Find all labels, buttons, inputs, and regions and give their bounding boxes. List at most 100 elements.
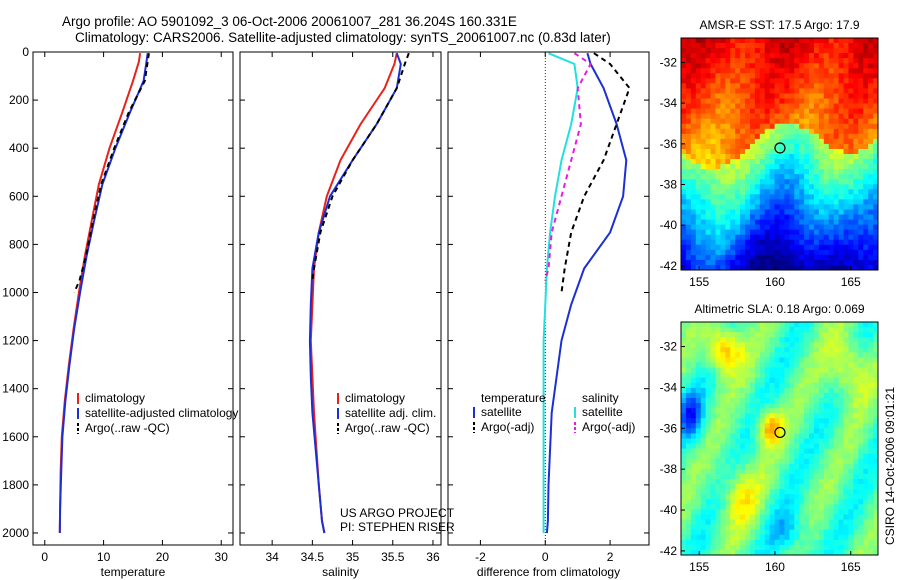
sla-map-cell: [705, 347, 711, 353]
sst-map-cell: [735, 199, 741, 205]
sla-map-cell: [799, 352, 805, 358]
sla-map-cell: [784, 544, 790, 551]
sst-map-cell: [853, 164, 859, 170]
sla-map-cell: [794, 403, 800, 409]
sst-map-cell: [779, 73, 785, 79]
difference-xtick-label: 0: [542, 550, 549, 564]
sla-map-cell: [779, 413, 785, 419]
sla-map-cell: [695, 448, 702, 455]
sla-map-cell: [794, 539, 800, 546]
sla-map-cell: [745, 514, 751, 520]
sla-map-cell: [759, 418, 766, 424]
sla-map-cell: [804, 514, 810, 520]
sla-map-cell: [838, 377, 844, 384]
sla-map-cell: [715, 539, 721, 546]
sst-map-cell: [873, 234, 879, 241]
sla-map-cell: [720, 418, 726, 424]
sla-map-cell: [804, 418, 810, 424]
sst-map-cell: [833, 204, 839, 210]
sla-map-cell: [784, 418, 790, 424]
sla-map-cell: [853, 327, 859, 333]
sst-map-cell: [838, 209, 844, 215]
salinity-legend-entry: climatology: [345, 391, 405, 405]
sla-map-cell: [809, 372, 815, 379]
sst-map-cell: [833, 179, 839, 185]
sst-map-cell: [705, 48, 711, 54]
sla-map-cell: [794, 327, 800, 333]
sla-map-cell: [685, 362, 692, 368]
sst-map-cell: [715, 38, 721, 44]
sst-map-cell: [804, 184, 810, 190]
sla-map-cell: [764, 352, 771, 358]
sst-map-cell: [759, 103, 766, 110]
sla-map-cell: [848, 322, 854, 328]
sst-map-cell: [690, 174, 697, 180]
sst-map-cell: [774, 98, 780, 104]
sst-map-cell: [853, 103, 859, 110]
sla-map-cell: [809, 382, 815, 389]
sst-map-cell: [745, 249, 751, 256]
sst-map-cell: [858, 204, 864, 210]
sla-map-cell: [873, 423, 879, 429]
sst-map-cell: [720, 179, 726, 185]
sla-map-cell: [690, 529, 697, 536]
sla-map-cell: [715, 332, 721, 338]
sst-map-cell: [789, 264, 795, 271]
sla-map-cell: [873, 494, 879, 500]
sla-map-cell: [735, 519, 741, 526]
sla-map-cell: [784, 479, 790, 485]
sla-map-cell: [730, 544, 736, 551]
sla-map-cell: [779, 352, 785, 358]
sla-map-cell: [764, 484, 771, 490]
sst-map-cell: [730, 123, 736, 130]
sst-map-cell: [764, 98, 771, 104]
sst-map-cell: [873, 68, 879, 74]
sla-map-cell: [813, 413, 820, 419]
sla-map-cell: [843, 418, 849, 424]
sla-map-cell: [764, 423, 771, 429]
sla-map-cell: [690, 397, 697, 404]
sla-map-cell: [868, 322, 874, 328]
sla-map-cell: [745, 443, 751, 450]
sst-map-cell: [730, 113, 736, 120]
sst-map-cell: [784, 58, 790, 64]
sla-map-cell: [769, 377, 775, 384]
sla-map-cell: [863, 494, 869, 500]
sst-map-cell: [705, 194, 711, 200]
sst-map-cell: [695, 108, 702, 115]
sst-map-cell: [779, 93, 785, 99]
sst-map-cell: [774, 229, 780, 236]
sst-map-cell: [828, 103, 835, 110]
sla-map-cell: [799, 524, 805, 531]
sst-map-cell: [690, 229, 697, 236]
sst-map-cell: [764, 128, 771, 135]
sst-map-cell: [769, 159, 775, 165]
sla-map-cell: [754, 347, 761, 353]
sst-map-cell: [695, 234, 702, 241]
sst-map-cell: [794, 73, 800, 79]
sla-map-cell: [710, 403, 716, 409]
sst-map-cell: [725, 244, 731, 251]
sla-map-cell: [740, 544, 746, 551]
sla-map-cell: [774, 468, 780, 475]
sla-map-cell: [838, 332, 844, 338]
sla-map-cell: [858, 534, 864, 541]
sla-map-cell: [858, 337, 864, 343]
sst-map-cell: [749, 199, 756, 205]
sla-map-cell: [681, 322, 687, 328]
sst-map-cell: [858, 113, 864, 120]
sla-map-cell: [769, 453, 775, 460]
sla-map-cell: [764, 544, 771, 551]
sla-map-cell: [745, 519, 751, 526]
sst-map-cell: [715, 229, 721, 236]
sla-map-cell: [681, 342, 687, 348]
sst-map-cell: [725, 143, 731, 150]
sst-map-cell: [858, 58, 864, 64]
sla-map-cell: [858, 362, 864, 368]
sst-map-cell: [759, 239, 766, 246]
sla-map-cell: [700, 448, 707, 455]
sst-map-cell: [749, 159, 756, 165]
sst-map-cell: [828, 88, 835, 94]
sst-map-cell: [735, 123, 741, 130]
